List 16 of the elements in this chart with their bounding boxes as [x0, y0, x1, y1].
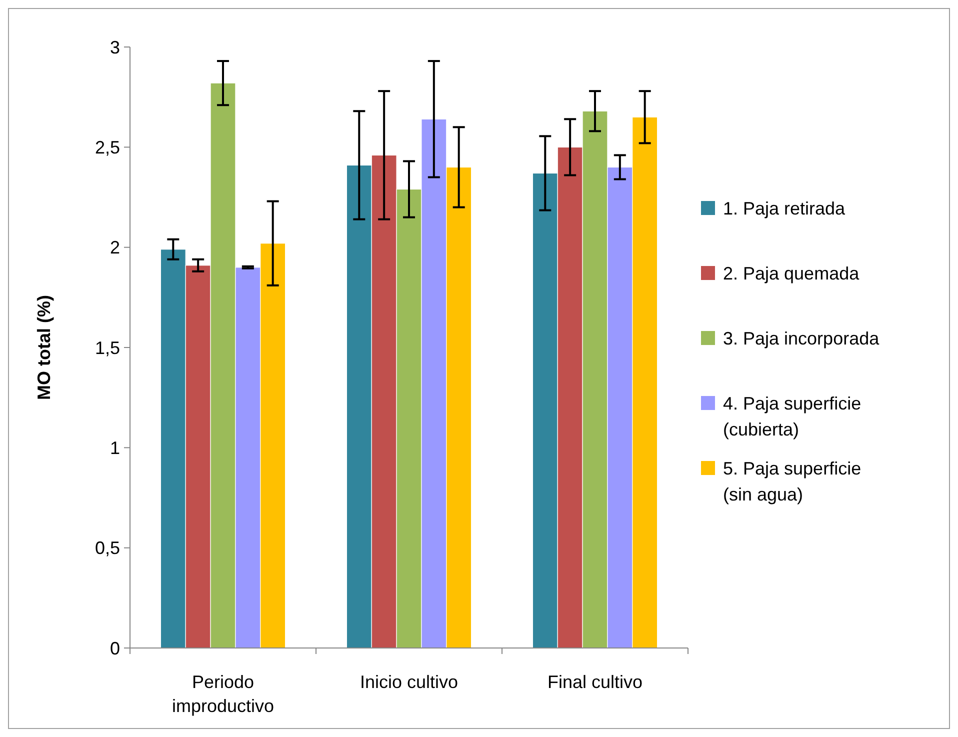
y-tick-label: 2 [110, 238, 120, 258]
y-axis-title: MO total (%) [34, 295, 54, 400]
legend-label: 1. Paja retirada [723, 198, 846, 218]
legend-label: 4. Paja superficie (cubierta) [723, 393, 862, 440]
x-tick-label: Final cultivo [547, 672, 643, 692]
legend-label: 3. Paja incorporada [723, 328, 880, 348]
y-tick-label: 1 [110, 438, 120, 458]
x-tick-label: Inicio cultivo [360, 672, 458, 692]
y-tick-label: 0 [110, 638, 120, 658]
y-tick-label: 3 [110, 37, 120, 58]
legend-label: 2. Paja quemada [723, 263, 860, 284]
legend-label: 5. Paja superficie (sin agua) [723, 458, 862, 504]
y-tick-label: 0,5 [94, 538, 120, 558]
x-tick-label: Periodo improductivo [172, 672, 274, 716]
y-tick-label: 1,5 [94, 338, 120, 358]
y-tick-label: 2,5 [94, 137, 120, 158]
